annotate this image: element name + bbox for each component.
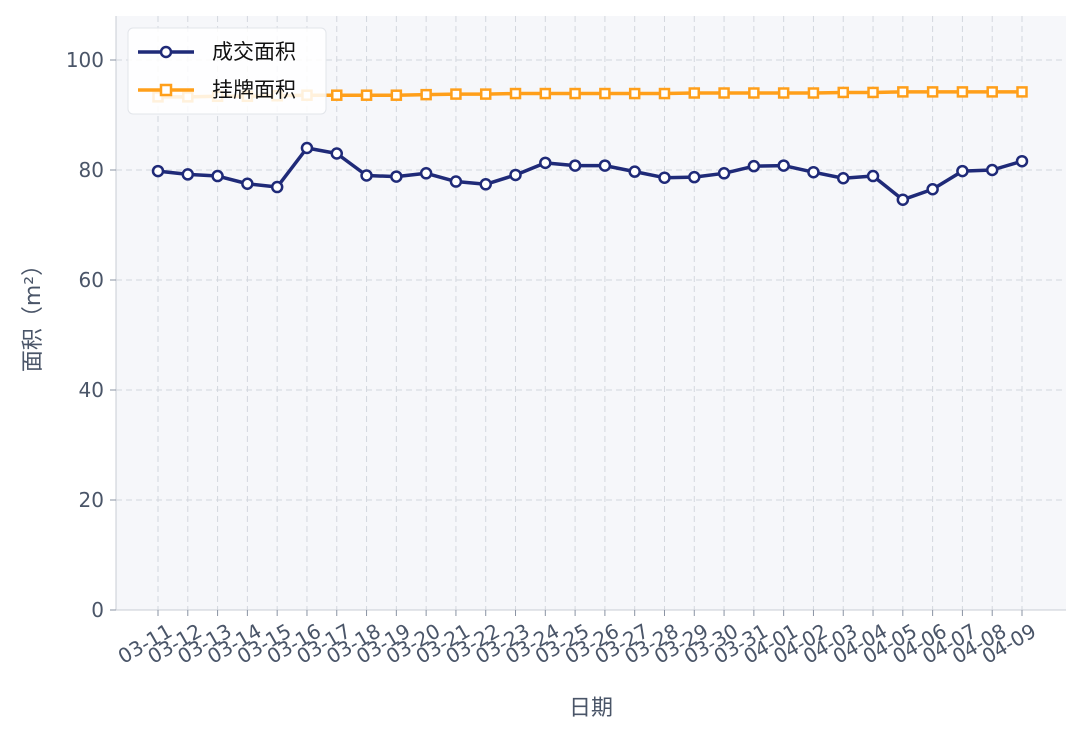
data-point <box>777 159 790 172</box>
data-point <box>479 178 492 191</box>
data-point <box>539 87 552 100</box>
data-point <box>509 87 522 100</box>
data-point <box>211 169 224 183</box>
y-tick-label: 80 <box>79 158 104 182</box>
data-point <box>270 180 284 194</box>
data-point <box>599 87 611 100</box>
data-point <box>777 87 790 99</box>
y-tick-label: 0 <box>91 598 104 622</box>
data-point <box>331 89 343 101</box>
series-line <box>157 146 1023 202</box>
legend-label-listing-area: 挂牌面积 <box>212 78 296 102</box>
data-point <box>509 168 522 182</box>
data-point <box>837 86 849 99</box>
legend-box <box>127 27 327 115</box>
data-point <box>985 163 999 177</box>
data-point <box>956 164 969 178</box>
data-point <box>956 86 969 98</box>
data-point <box>360 169 373 182</box>
data-point <box>1016 86 1028 98</box>
data-point <box>688 170 701 184</box>
y-axis-title: 面积（m²） <box>21 254 46 372</box>
data-point <box>390 170 403 183</box>
data-point <box>479 88 492 100</box>
data-point <box>926 183 939 196</box>
data-point <box>449 175 463 188</box>
data-point <box>896 193 910 206</box>
x-axis-title: 日期 <box>569 696 613 721</box>
y-tick-label: 40 <box>79 378 104 402</box>
y-tick-label: 100 <box>66 48 104 72</box>
data-point <box>807 165 820 179</box>
data-point <box>748 87 760 99</box>
y-tick-label: 60 <box>79 268 104 292</box>
y-tick-label: 20 <box>79 488 104 512</box>
grid-lines <box>116 16 1066 610</box>
data-point <box>539 156 552 170</box>
data-point <box>241 177 254 190</box>
data-point <box>420 88 432 101</box>
data-point <box>390 89 403 101</box>
y-axis-ticks: 0 20 40 60 80 100 <box>66 48 116 622</box>
data-point <box>360 89 373 101</box>
plot-area <box>116 16 1066 610</box>
data-point <box>897 86 909 98</box>
data-point <box>836 172 850 185</box>
series-deal-area <box>151 141 1029 206</box>
data-point <box>330 147 344 160</box>
data-point <box>867 86 879 99</box>
data-point <box>658 87 671 100</box>
data-point <box>718 87 730 99</box>
data-point <box>419 167 433 180</box>
data-point <box>747 159 761 173</box>
legend-marker-deal-area <box>159 45 173 59</box>
data-point <box>688 87 701 99</box>
data-point <box>1015 154 1029 168</box>
data-point <box>598 159 612 172</box>
legend: 成交面积 挂牌面积 <box>127 27 327 115</box>
data-point <box>181 168 195 181</box>
legend-marker-listing-area <box>159 83 173 97</box>
data-point <box>658 171 671 184</box>
data-point <box>151 164 165 178</box>
legend-entry-listing-area: 挂牌面积 <box>138 78 296 102</box>
data-point <box>717 167 731 180</box>
legend-entry-deal-area: 成交面积 <box>138 40 296 64</box>
data-point <box>628 87 641 100</box>
legend-label-deal-area: 成交面积 <box>212 40 296 64</box>
data-point <box>569 87 581 100</box>
data-point <box>300 141 314 155</box>
data-point <box>628 165 641 178</box>
data-point <box>926 86 939 98</box>
x-axis-ticks: 03-1103-1203-1303-1403-1503-1603-1703-18… <box>114 610 1040 669</box>
data-point <box>866 169 880 183</box>
data-point <box>807 87 820 99</box>
data-point <box>986 86 998 98</box>
data-point <box>568 159 582 172</box>
data-point <box>450 88 462 100</box>
